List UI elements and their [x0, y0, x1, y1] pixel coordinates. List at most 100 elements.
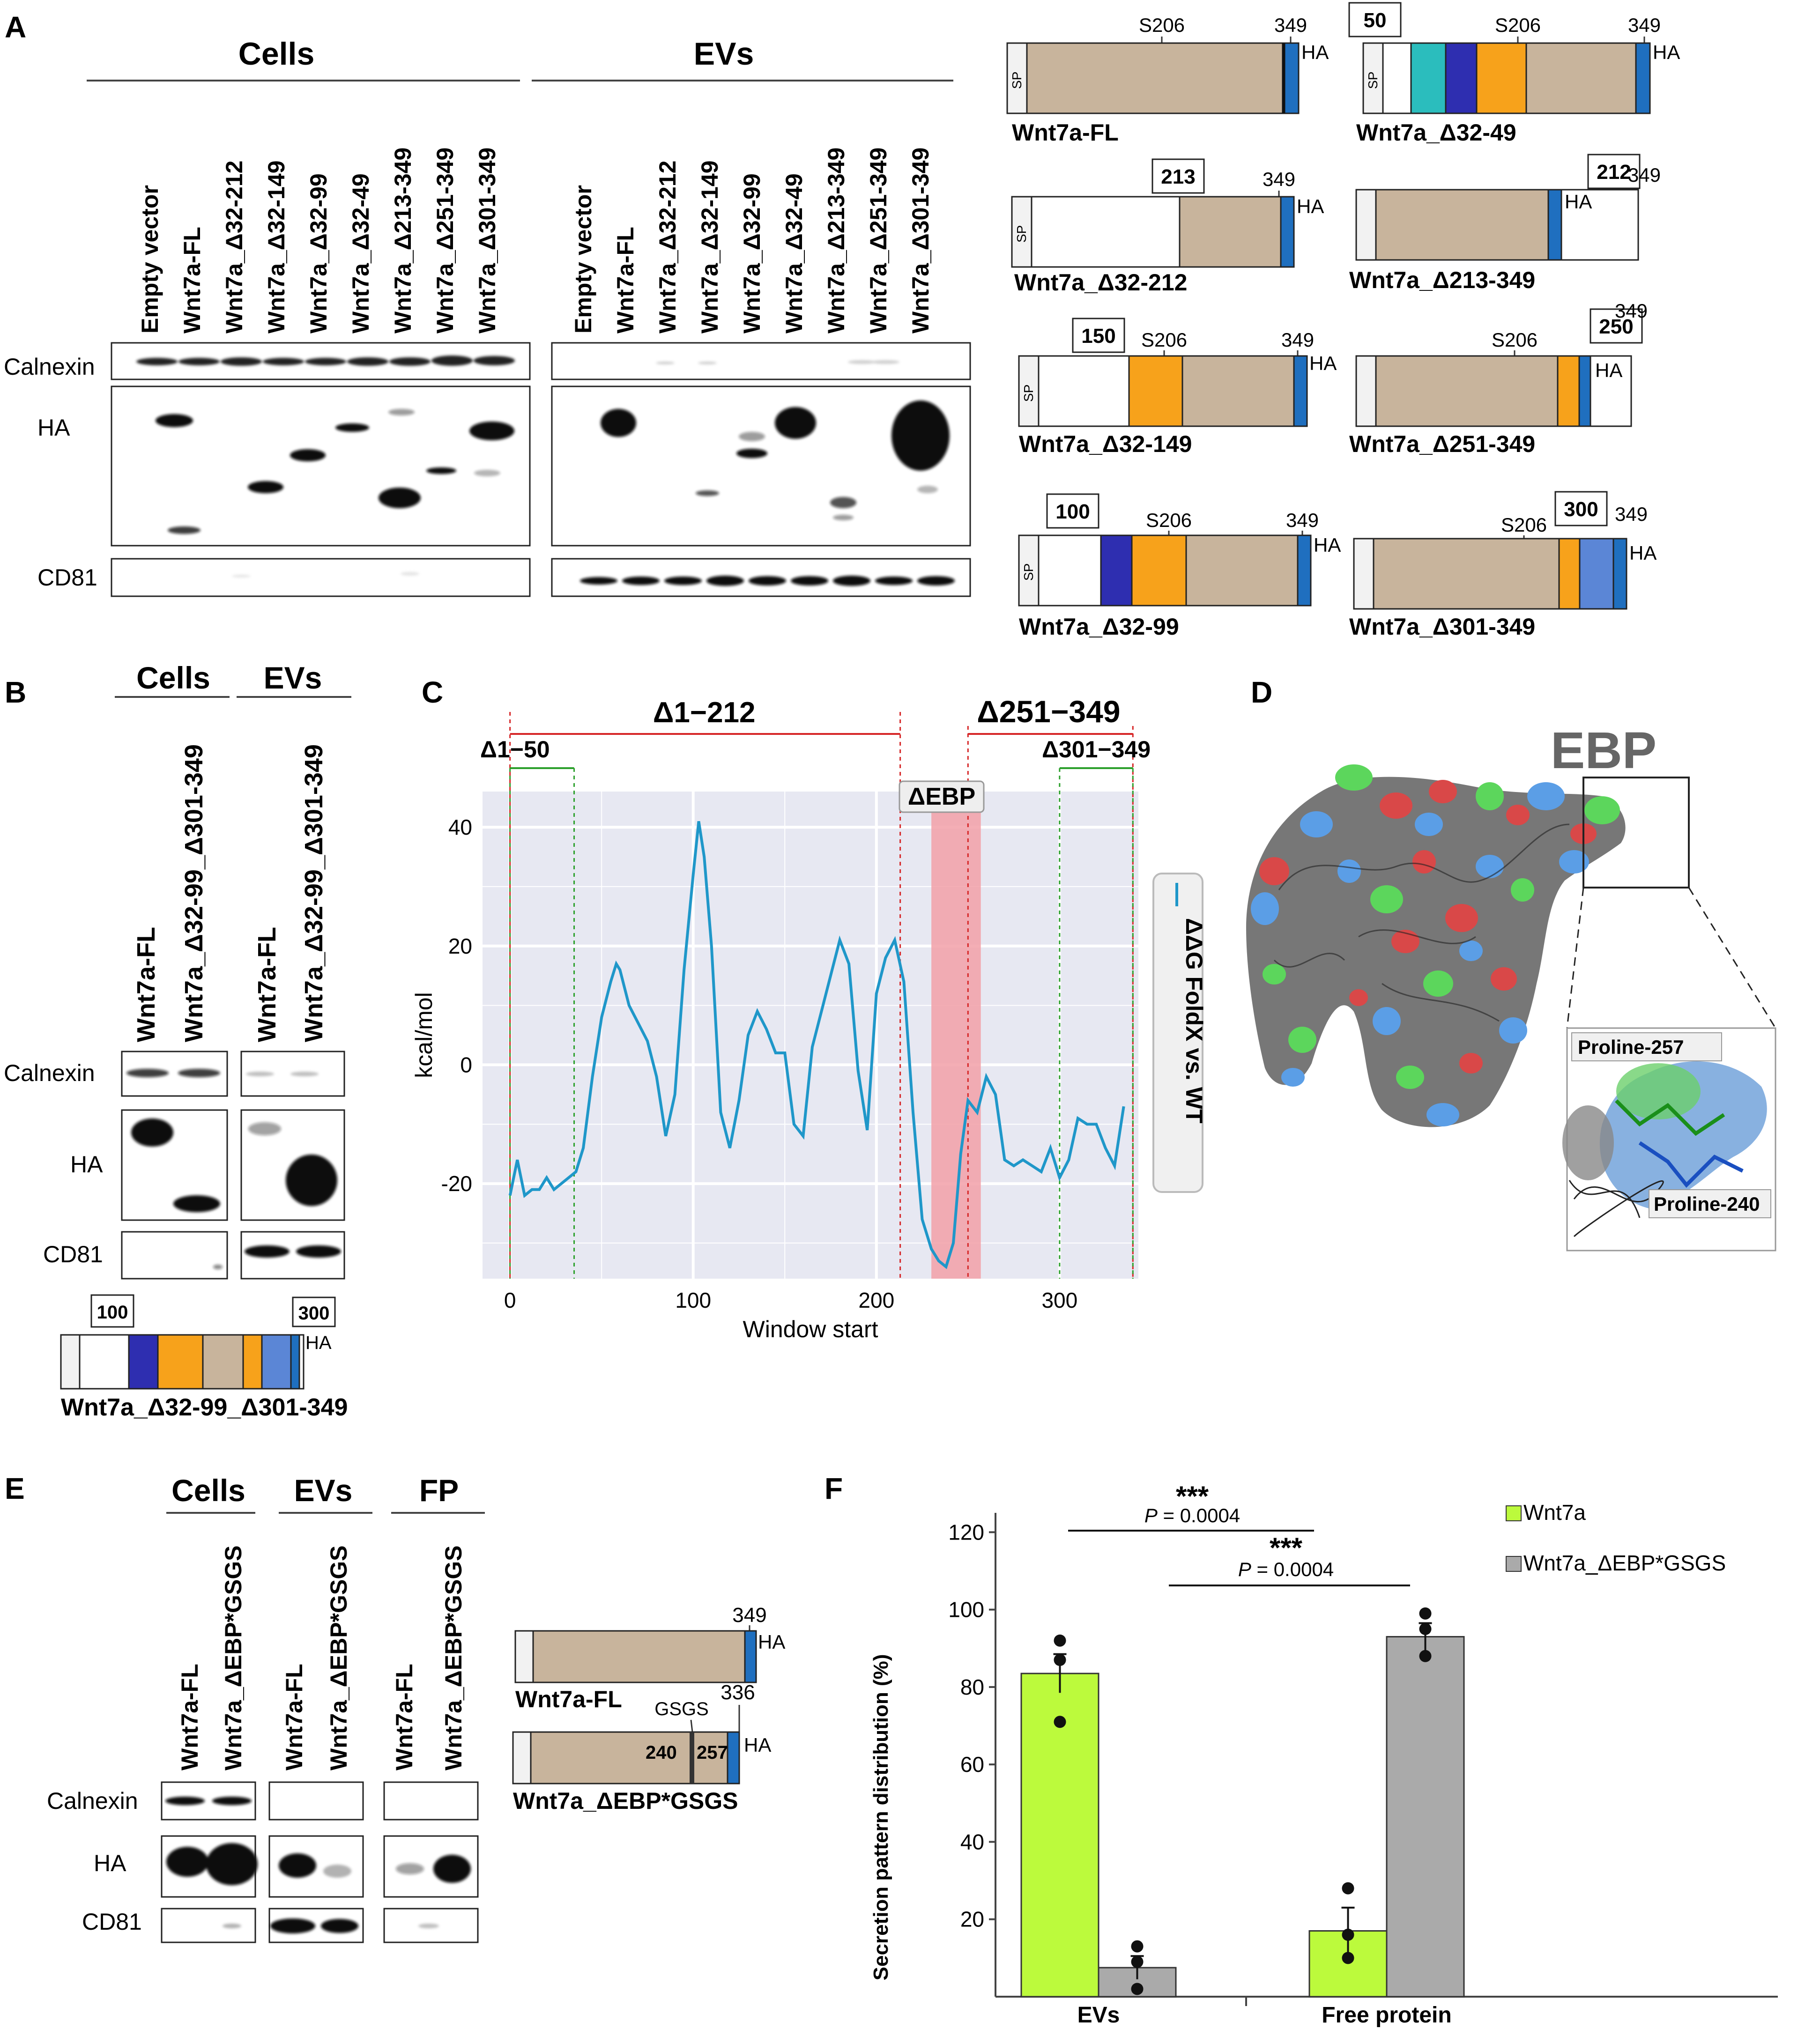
- lane-label: Wnt7a_Δ301-349: [474, 148, 500, 333]
- legend-swatch-ebp: [1506, 1556, 1522, 1572]
- lane-label: Wnt7a_Δ251-349: [865, 148, 891, 333]
- y-tick-label: 60: [960, 1752, 984, 1777]
- lane-label: Empty vector: [137, 185, 163, 333]
- legend-entry: ΔΔG FoldX vs. WT: [1181, 918, 1207, 1124]
- construct-e-fl: 349 HA Wnt7a-FL: [514, 1604, 785, 1712]
- cells-header: Cells: [136, 660, 210, 695]
- blot-label-calnexin: Calnexin: [4, 1060, 95, 1086]
- ha-label: HA: [1297, 195, 1324, 217]
- ebp-label-box: [899, 780, 985, 813]
- label-end: 349: [1286, 509, 1319, 531]
- x-tick-label: 0: [504, 1288, 516, 1312]
- data-point: [1131, 1955, 1144, 1968]
- ha-label: HA: [1595, 359, 1622, 381]
- fp-header: FP: [419, 1473, 459, 1508]
- blot-label-cd81: CD81: [37, 564, 97, 591]
- label-num: 50: [1364, 9, 1387, 32]
- protein-surface: [1246, 764, 1626, 1127]
- label-proline-240: Proline-240: [1654, 1193, 1760, 1215]
- y-tick-label: 120: [948, 1520, 984, 1544]
- lane-label: Wnt7a-FL: [281, 1664, 307, 1770]
- lane-label: Wnt7a_ΔEBP*GSGS: [326, 1546, 352, 1771]
- panel-letter-d: D: [1251, 675, 1272, 709]
- label-s206: S206: [1139, 14, 1185, 36]
- sig-p-2: P = 0.0004: [1238, 1558, 1334, 1580]
- label-proline-257: Proline-257: [1578, 1036, 1684, 1058]
- blot-label-ha: HA: [94, 1850, 126, 1876]
- panel-a: A Cells EVs Empty vector Wnt7a-FL Wnt7a_…: [4, 2, 1680, 640]
- construct-name: Wnt7a_Δ32-212: [1014, 269, 1187, 296]
- label-num: 212: [1597, 161, 1631, 184]
- y-axis-label: kcal/mol: [411, 992, 437, 1078]
- blot-calnexin-evs: [551, 342, 971, 380]
- construct-name: Wnt7a_Δ32-99_Δ301-349: [61, 1394, 348, 1421]
- panel-b: B Cells EVs Wnt7a-FL Wnt7a_Δ32-99_Δ301-3…: [4, 660, 351, 1421]
- p-value: = 0.0004: [1257, 1558, 1334, 1580]
- lane-label: Wnt7a-FL: [177, 1664, 203, 1770]
- construct-wnt7a-d301-349: 300 S206 349 HA Wnt7a_Δ301-349: [1349, 491, 1657, 640]
- y-tick-label: 20: [448, 934, 472, 958]
- construct-name: Wnt7a-FL: [1012, 119, 1119, 146]
- panel-d: D EBP: [1246, 675, 1776, 1251]
- region-label-d251-349: Δ251−349: [977, 694, 1120, 729]
- ha-label: HA: [1314, 534, 1341, 556]
- lane-label: Wnt7a_Δ251-349: [432, 148, 458, 333]
- blot-label-cd81: CD81: [82, 1909, 142, 1935]
- label-s206: S206: [1146, 509, 1192, 531]
- blot-label-cd81: CD81: [43, 1241, 103, 1267]
- construct-name: Wnt7a_Δ32-149: [1019, 431, 1192, 457]
- panel-letter-b: B: [5, 675, 26, 709]
- label-end: 349: [1628, 164, 1661, 186]
- lane-label: Wnt7a_Δ32-99_Δ301-349: [180, 744, 208, 1042]
- blot-cd81-cells: [111, 558, 531, 597]
- zoom-inset: Proline-257 Proline-240: [1562, 1027, 1776, 1251]
- construct-wnt7a-d251-349: 250 S206 349 HA Wnt7a_Δ251-349: [1349, 300, 1648, 457]
- construct-wnt7a-d32-149: 150 S206 349 SP HA Wnt7a_Δ32-149: [1018, 318, 1337, 457]
- data-point: [1342, 1952, 1354, 1964]
- sig-stars-1: ***: [1176, 1481, 1209, 1512]
- bands-e: [165, 1797, 471, 1933]
- lane-label: Wnt7a_ΔEBP*GSGS: [440, 1546, 467, 1771]
- ha-label: HA: [1309, 352, 1337, 374]
- y-tick-label: 20: [960, 1907, 984, 1932]
- y-tick-label: 100: [948, 1598, 984, 1622]
- ha-label: HA: [305, 1333, 332, 1353]
- sig-stars-2: ***: [1270, 1532, 1303, 1563]
- panel-letter-c: C: [422, 675, 443, 709]
- data-point: [1342, 1882, 1354, 1895]
- bands-ha-cells: [156, 409, 514, 534]
- ha-label: HA: [758, 1631, 785, 1653]
- label-s206: S206: [1141, 329, 1187, 351]
- legend-entry: Wnt7a_ΔEBP*GSGS: [1523, 1551, 1726, 1575]
- y-tick-label: 0: [460, 1052, 472, 1077]
- data-point: [1419, 1622, 1432, 1635]
- ha-label: HA: [1565, 191, 1592, 213]
- x-tick-label: 300: [1041, 1288, 1077, 1312]
- sig-p-1: P = 0.0004: [1144, 1504, 1240, 1526]
- plot-area: [483, 792, 1138, 1279]
- sp-label: SP: [1021, 385, 1036, 402]
- construct-wnt7a-fl: S206 349 SP Wnt7a-FL: [1006, 14, 1307, 146]
- y-tick-label: -20: [441, 1171, 472, 1196]
- cells-header: Cells: [171, 1473, 245, 1508]
- y-axis-label: Secretion pattern distribution (%): [869, 1654, 892, 1981]
- construct-wnt7a-d213-349: 212 349 HA Wnt7a_Δ213-349: [1349, 154, 1661, 293]
- y-tick-label: 40: [448, 815, 472, 839]
- p-italic: P: [1238, 1558, 1251, 1580]
- panel-e: E Cells EVs FP Wnt7a-FL Wnt7a_ΔEBP*GSGS …: [5, 1472, 785, 1943]
- lane-labels-cells: Empty vector Wnt7a-FL Wnt7a_Δ32-212 Wnt7…: [137, 148, 500, 333]
- ebp-label: EBP: [1551, 722, 1657, 779]
- label-240: 240: [646, 1742, 677, 1763]
- label-num: 100: [1055, 500, 1090, 523]
- x-tick-label: 200: [858, 1288, 894, 1312]
- cells-header: Cells: [238, 36, 315, 72]
- label-s206: S206: [1501, 514, 1547, 536]
- lane-labels-evs: Empty vector Wnt7a-FL Wnt7a_Δ32-212 Wnt7…: [570, 148, 934, 333]
- lane-label: Wnt7a_Δ32-149: [263, 161, 290, 333]
- ha-label: HA: [1301, 41, 1329, 63]
- sp-label: SP: [1014, 225, 1029, 243]
- region-label-debp: ΔEBP: [908, 783, 975, 810]
- data-point: [1342, 1928, 1354, 1941]
- label-end: 349: [1281, 329, 1314, 351]
- legend-swatch-wnt7a: [1506, 1505, 1522, 1521]
